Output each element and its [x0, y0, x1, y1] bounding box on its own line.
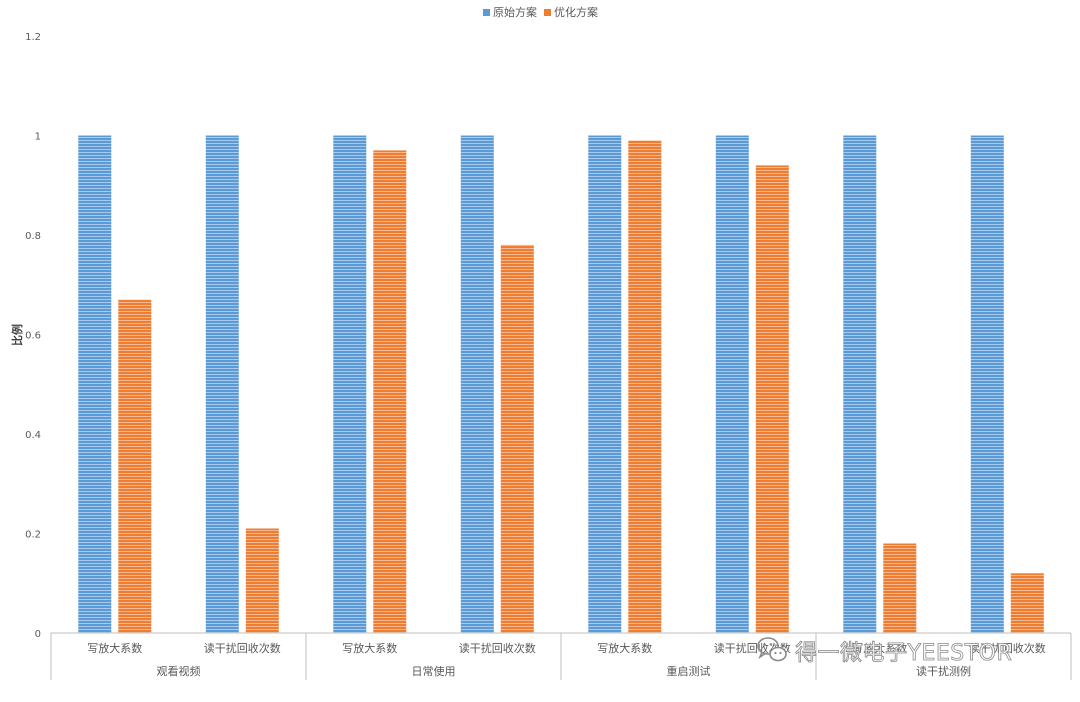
- y-tick-label: 0.4: [25, 430, 41, 441]
- y-axis-ticks: 0 0.2 0.4 0.6 0.8 1 1.2: [25, 32, 41, 640]
- y-tick-label: 1: [35, 132, 41, 143]
- wechat-icon: [757, 637, 787, 662]
- legend-swatch-original: [483, 9, 490, 16]
- watermark: 得一微电子YEESTOR: [757, 637, 1012, 666]
- bar-original: [460, 135, 494, 633]
- x-category-label: 写放大系数: [342, 641, 397, 655]
- y-tick-label: 0.2: [25, 530, 41, 541]
- bar-optimized: [1010, 573, 1044, 633]
- bar-optimized: [118, 299, 152, 633]
- bar-original: [78, 135, 112, 633]
- bar-optimized: [883, 543, 917, 633]
- x-group-label: 观看视频: [157, 664, 201, 678]
- bar-optimized: [755, 165, 789, 633]
- legend-label-optimized: 优化方案: [554, 5, 598, 19]
- y-tick-label: 0: [35, 629, 41, 640]
- bar-original: [588, 135, 622, 633]
- x-group-label: 重启测试: [667, 664, 711, 678]
- bar-optimized: [628, 140, 662, 633]
- y-tick-label: 1.2: [25, 32, 41, 43]
- y-tick-label: 0.8: [25, 231, 41, 242]
- x-group-label: 读干扰测例: [916, 664, 971, 678]
- bar-original: [843, 135, 877, 633]
- legend-swatch-optimized: [544, 9, 551, 16]
- legend-item-original: 原始方案: [483, 5, 537, 19]
- legend: 原始方案 优化方案: [483, 5, 598, 19]
- x-axis: 写放大系数 读干扰回收次数 写放大系数 读干扰回收次数 写放大系数 读干扰回收次数 写放大系…: [50, 632, 1072, 680]
- bar-original: [715, 135, 749, 633]
- x-category-label: 读干扰回收次数: [204, 641, 281, 655]
- bar-optimized: [245, 528, 279, 633]
- bar-optimized: [373, 150, 407, 633]
- x-category-label: 写放大系数: [597, 641, 652, 655]
- bars: [78, 135, 1044, 633]
- y-axis-label: 比例: [10, 324, 24, 346]
- watermark-text: 得一微电子YEESTOR: [795, 641, 1012, 666]
- y-tick-label: 0.6: [25, 331, 41, 342]
- bar-original: [970, 135, 1004, 633]
- x-category-label: 写放大系数: [87, 641, 142, 655]
- bar-original: [333, 135, 367, 633]
- bar-original: [205, 135, 239, 633]
- x-category-label: 读干扰回收次数: [459, 641, 536, 655]
- x-category-label: 写放大系数: [852, 641, 907, 655]
- x-category-label: 读干扰回收次数: [969, 641, 1046, 655]
- legend-item-optimized: 优化方案: [544, 5, 598, 19]
- bar-optimized: [500, 244, 534, 633]
- legend-label-original: 原始方案: [493, 5, 537, 19]
- x-group-label: 日常使用: [412, 665, 456, 678]
